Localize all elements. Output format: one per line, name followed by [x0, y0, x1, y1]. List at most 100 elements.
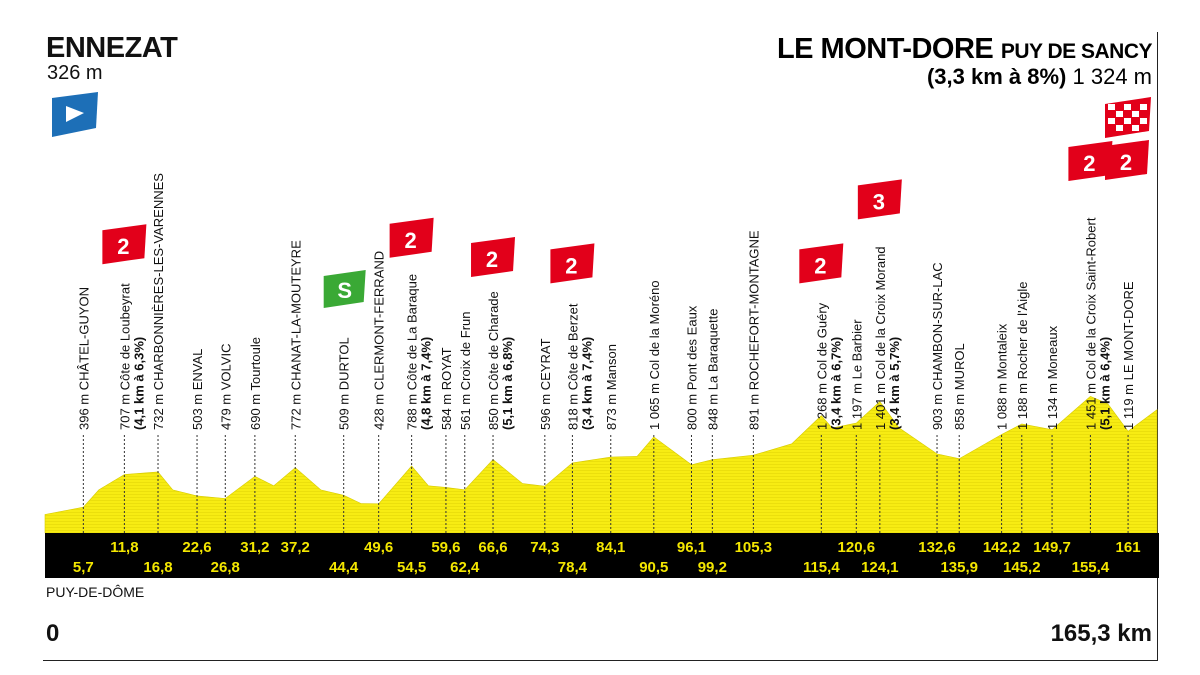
intermediate-sprint-icon: S — [323, 270, 366, 308]
svg-text:(3,4 km à 6,7%): (3,4 km à 6,7%) — [828, 337, 843, 430]
km-label: 49,6 — [364, 539, 393, 556]
waypoint-label: 584 m ROYAT — [439, 347, 454, 430]
waypoint-label: 788 m Côte de La Baraque (4,8 km à 7,4%) — [405, 274, 434, 430]
svg-text:584 m ROYAT: 584 m ROYAT — [439, 347, 454, 430]
km-label: 11,8 — [110, 539, 138, 556]
waypoint-label: 891 m ROCHEFORT-MONTAGNE — [746, 230, 761, 430]
start-town: ENNEZAT — [46, 32, 178, 64]
svg-text:1 268 m Col de Guéry: 1 268 m Col de Guéry — [814, 302, 829, 430]
km-label: 54,5 — [397, 559, 426, 576]
waypoint-label: 596 m CEYRAT — [538, 338, 553, 430]
finish-climb: (3,3 km à 8%) — [926, 64, 1067, 89]
waypoint-label: 772 m CHANAT-LA-MOUTEYRE — [288, 240, 303, 430]
svg-text:479 m VOLVIC: 479 m VOLVIC — [218, 344, 233, 430]
waypoint-label: 707 m Côte de Loubeyrat (4,1 km à 6,3%) — [117, 283, 146, 430]
finish-title: LE MONT-DORE PUY DE SANCY — [776, 33, 1153, 66]
svg-text:(3,4 km à 7,4%): (3,4 km à 7,4%) — [579, 337, 594, 430]
km-band — [45, 533, 1159, 578]
waypoint-label: 479 m VOLVIC — [218, 344, 233, 430]
svg-text:596 m CEYRAT: 596 m CEYRAT — [538, 338, 553, 430]
kom-category-icon: 2 — [1068, 141, 1113, 181]
svg-text:788 m Côte de La Baraque: 788 m Côte de La Baraque — [405, 274, 420, 430]
km-label: 84,1 — [596, 539, 625, 556]
kom-category-icon: 2 — [389, 217, 434, 258]
waypoint-label: 818 m Côte de Berzet (3,4 km à 7,4%) — [565, 303, 594, 430]
svg-text:428 m CLERMONT-FERRAND: 428 m CLERMONT-FERRAND — [372, 251, 387, 430]
waypoint-label: 1 197 m Le Barbier — [849, 319, 864, 430]
svg-text:891 m ROCHEFORT-MONTAGNE: 891 m ROCHEFORT-MONTAGNE — [746, 230, 761, 430]
waypoint-label: 800 m Pont des Eaux — [684, 305, 699, 430]
finish-suffix: PUY DE SANCY — [1000, 40, 1153, 63]
finish-subtitle: (3,3 km à 8%) 1 324 m — [777, 64, 1152, 90]
waypoint-label: 1 188 m Rocher de l'Aigle — [1015, 282, 1030, 430]
km-label: 5,7 — [73, 559, 94, 576]
svg-text:(5,1 km à 6,4%): (5,1 km à 6,4%) — [1097, 337, 1112, 430]
waypoint-label: 561 m Croix de Frun — [458, 312, 473, 431]
svg-text:2: 2 — [1120, 150, 1132, 175]
svg-text:772 m CHANAT-LA-MOUTEYRE: 772 m CHANAT-LA-MOUTEYRE — [288, 240, 303, 430]
kom-category-icon: 2 — [102, 224, 147, 265]
svg-text:503 m ENVAL: 503 m ENVAL — [190, 349, 205, 430]
km-label: 44,4 — [329, 559, 359, 576]
svg-text:1 088 m Montaleix: 1 088 m Montaleix — [995, 323, 1010, 430]
svg-text:1 065 m Col de la Moréno: 1 065 m Col de la Moréno — [647, 280, 662, 430]
waypoint-label: 1 134 m Moneaux — [1045, 325, 1060, 430]
svg-text:2: 2 — [117, 234, 129, 259]
km-label: 31,2 — [240, 539, 269, 556]
kom-category-icon: 2 — [550, 243, 595, 284]
svg-text:2: 2 — [1083, 151, 1095, 176]
km-label: 22,6 — [182, 539, 211, 556]
km-label: 59,6 — [431, 539, 460, 556]
svg-text:818 m Côte de Berzet: 818 m Côte de Berzet — [565, 303, 580, 430]
waypoint-label: 396 m CHÂTEL-GUYON — [76, 287, 91, 430]
km-label: 105,3 — [735, 539, 773, 556]
svg-text:873 m Manson: 873 m Manson — [604, 344, 619, 430]
km-label: 90,5 — [639, 559, 668, 576]
km-label: 115,4 — [803, 559, 840, 576]
km-end: 165,3 km — [1050, 620, 1152, 647]
svg-text:509 m DURTOL: 509 m DURTOL — [337, 337, 352, 430]
km-label: 16,8 — [143, 559, 172, 576]
svg-text:(3,4 km à 5,7%): (3,4 km à 5,7%) — [887, 337, 902, 430]
km-label: 74,3 — [530, 539, 559, 556]
waypoint-label: 1 088 m Montaleix — [995, 323, 1010, 430]
km-label: 142,2 — [983, 539, 1021, 556]
waypoint-label: 1 119 m LE MONT-DORE — [1121, 281, 1136, 430]
svg-text:396 m CHÂTEL-GUYON: 396 m CHÂTEL-GUYON — [76, 287, 91, 430]
svg-text:2: 2 — [405, 228, 417, 253]
km-label: 26,8 — [211, 559, 240, 576]
waypoint-label: 1 065 m Col de la Moréno — [647, 280, 662, 430]
svg-text:848 m La Baraquette: 848 m La Baraquette — [705, 309, 720, 430]
waypoint-label: 509 m DURTOL — [337, 337, 352, 430]
start-flag-icon — [52, 92, 98, 137]
svg-text:1 401 m Col de la Croix Morand: 1 401 m Col de la Croix Morand — [873, 246, 888, 430]
waypoint-label: 428 m CLERMONT-FERRAND — [372, 251, 387, 430]
svg-text:(4,1 km à 6,3%): (4,1 km à 6,3%) — [131, 337, 146, 430]
waypoint-label: 848 m La Baraquette — [705, 309, 720, 430]
waypoint-label: 732 m CHARBONNIÈRES-LES-VARENNES — [151, 173, 166, 430]
svg-text:690 m Tourtoule: 690 m Tourtoule — [248, 337, 263, 430]
svg-text:1 197 m Le Barbier: 1 197 m Le Barbier — [849, 319, 864, 430]
km-label: 149,7 — [1033, 539, 1071, 556]
svg-text:732 m CHARBONNIÈRES-LES-VARENN: 732 m CHARBONNIÈRES-LES-VARENNES — [151, 173, 166, 430]
svg-text:1 119 m LE MONT-DORE: 1 119 m LE MONT-DORE — [1121, 281, 1136, 430]
svg-text:1 188 m Rocher de l'Aigle: 1 188 m Rocher de l'Aigle — [1015, 282, 1030, 430]
km-label: 132,6 — [918, 539, 956, 556]
waypoint-label: 690 m Tourtoule — [248, 337, 263, 430]
svg-text:850 m Côte de Charade: 850 m Côte de Charade — [486, 291, 501, 430]
km-label: 145,2 — [1003, 559, 1041, 576]
finish-kom-icon: 2 — [1105, 140, 1149, 180]
svg-text:2: 2 — [486, 247, 498, 272]
km-label: 135,9 — [940, 559, 978, 576]
km-label: 155,4 — [1072, 559, 1110, 576]
finish-altitude: 1 324 m — [1072, 64, 1153, 89]
finish-town: LE MONT-DORE — [776, 33, 994, 65]
svg-text:2: 2 — [814, 253, 826, 278]
start-altitude: 326 m — [47, 62, 103, 84]
km-label: 37,2 — [281, 539, 310, 556]
profile-area — [44, 396, 1158, 534]
km-label: 120,6 — [838, 539, 876, 556]
km-label: 62,4 — [450, 559, 480, 576]
svg-text:561 m Croix de Frun: 561 m Croix de Frun — [458, 312, 473, 431]
